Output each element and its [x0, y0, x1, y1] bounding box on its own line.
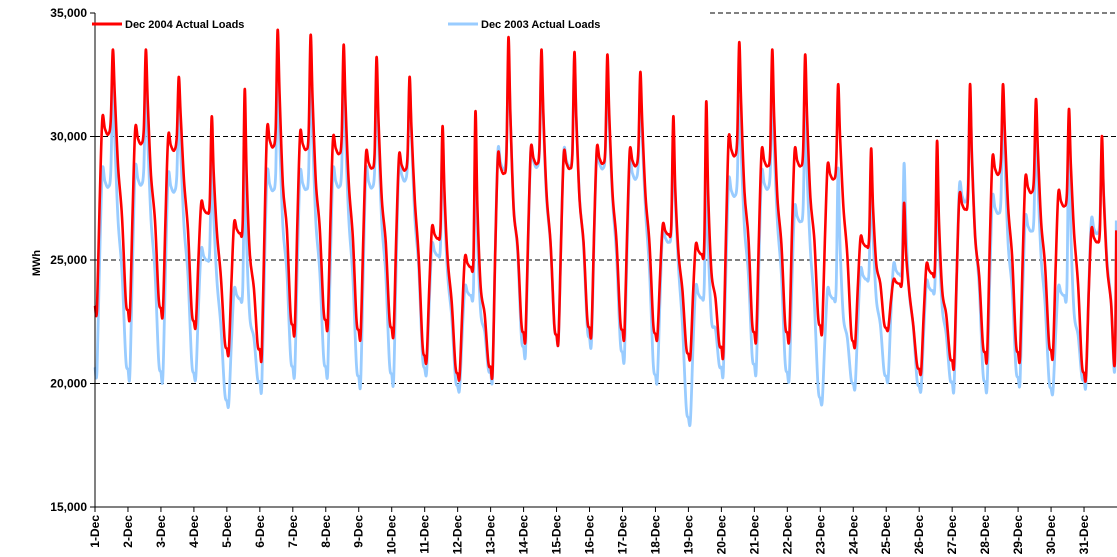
x-tick-label: 29-Dec	[1011, 515, 1025, 555]
legend: Dec 2004 Actual Loads Dec 2003 Actual Lo…	[92, 19, 600, 31]
x-tick-label: 24-Dec	[846, 515, 860, 555]
x-tick-label: 1-Dec	[88, 515, 102, 548]
x-tick-label: 12-Dec	[451, 515, 465, 555]
x-tick-label: 10-Dec	[385, 515, 399, 555]
x-tick-label: 26-Dec	[912, 515, 926, 555]
series-line-2004	[93, 28, 1117, 383]
x-tick-label: 15-Dec	[550, 515, 564, 555]
y-axis-title: MWh	[31, 250, 43, 277]
axes: 15,000 20,000 25,000 30,000 35,000 1-Dec 2-Dec…	[50, 6, 1117, 554]
x-tick-label: 22-Dec	[780, 515, 794, 555]
x-tick-label: 18-Dec	[648, 515, 662, 555]
x-tick-label: 23-Dec	[813, 515, 827, 555]
x-tick-label: 21-Dec	[747, 515, 761, 555]
x-tick-label: 9-Dec	[352, 515, 366, 548]
x-tick-label: 8-Dec	[319, 515, 333, 548]
x-tick-label: 19-Dec	[681, 515, 695, 555]
x-tick-label: 27-Dec	[945, 515, 959, 555]
x-tick-label: 4-Dec	[187, 515, 201, 548]
x-tick-label: 3-Dec	[154, 515, 168, 548]
x-tick-label: 5-Dec	[220, 515, 234, 548]
x-tick-label: 13-Dec	[484, 515, 498, 555]
x-tick-label: 30-Dec	[1044, 515, 1058, 555]
x-tick-label: 17-Dec	[615, 515, 629, 555]
y-tick-label: 15,000	[50, 500, 87, 514]
y-tick-label: 30,000	[50, 130, 87, 144]
x-tick-label: 16-Dec	[583, 515, 597, 555]
x-tick-label: 20-Dec	[714, 515, 728, 555]
y-tick-label: 25,000	[50, 253, 87, 267]
x-tick-label: 14-Dec	[517, 515, 531, 555]
y-tick-label: 20,000	[50, 377, 87, 391]
legend-label-2004: Dec 2004 Actual Loads	[125, 19, 244, 31]
x-tick-label: 6-Dec	[253, 515, 267, 548]
x-tick-label: 11-Dec	[418, 515, 432, 554]
x-tick-label: 28-Dec	[978, 515, 992, 555]
x-tick-label: 31-Dec	[1077, 515, 1091, 555]
series-lines	[93, 28, 1117, 427]
x-tick-label: 7-Dec	[286, 515, 300, 548]
x-tick-label: 2-Dec	[121, 515, 135, 548]
x-tick-label: 25-Dec	[879, 515, 893, 555]
y-tick-label: 35,000	[50, 6, 87, 20]
legend-label-2003: Dec 2003 Actual Loads	[481, 19, 600, 31]
